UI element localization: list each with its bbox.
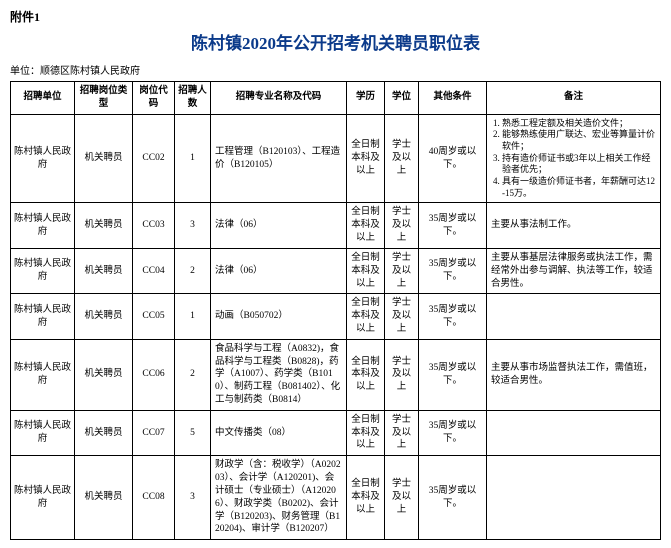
td-degree: 学士及以上 <box>385 339 419 410</box>
td-major: 动画（B050702） <box>211 294 347 339</box>
td-unit: 陈村镇人民政府 <box>11 114 75 203</box>
td-unit: 陈村镇人民政府 <box>11 339 75 410</box>
td-degree: 学士及以上 <box>385 410 419 455</box>
td-code: CC05 <box>133 294 175 339</box>
td-unit: 陈村镇人民政府 <box>11 203 75 248</box>
td-edu: 全日制本科及以上 <box>347 294 385 339</box>
page-title: 陈村镇2020年公开招考机关聘员职位表 <box>10 29 661 54</box>
td-other: 35周岁或以下。 <box>419 248 487 293</box>
th-edu: 学历 <box>347 82 385 115</box>
table-row: 陈村镇人民政府机关聘员CC075中文传播类（08）全日制本科及以上学士及以上35… <box>11 410 661 455</box>
td-count: 1 <box>175 294 211 339</box>
td-other: 35周岁或以下。 <box>419 339 487 410</box>
table-row: 陈村镇人民政府机关聘员CC051动画（B050702）全日制本科及以上学士及以上… <box>11 294 661 339</box>
td-other: 35周岁或以下。 <box>419 410 487 455</box>
td-type: 机关聘员 <box>75 339 133 410</box>
table-row: 陈村镇人民政府机关聘员CC062食品科学与工程（A0832)，食品科学与工程类（… <box>11 339 661 410</box>
table-row: 陈村镇人民政府机关聘员CC042法律（06）全日制本科及以上学士及以上35周岁或… <box>11 248 661 293</box>
remark-list: 熟悉工程定额及相关造价文件；能够熟练使用广联达、宏业等算量计价软件；持有造价师证… <box>490 118 657 200</box>
td-remark: 熟悉工程定额及相关造价文件；能够熟练使用广联达、宏业等算量计价软件；持有造价师证… <box>487 114 661 203</box>
td-count: 3 <box>175 203 211 248</box>
th-degree: 学位 <box>385 82 419 115</box>
td-remark: 主要从事市场监督执法工作，需值班，较适合男性。 <box>487 339 661 410</box>
td-degree: 学士及以上 <box>385 456 419 540</box>
table-row: 陈村镇人民政府机关聘员CC083财政学（含：税收学）（A020203）、会计学（… <box>11 456 661 540</box>
td-degree: 学士及以上 <box>385 203 419 248</box>
td-remark <box>487 294 661 339</box>
td-remark: 主要从事基层法律服务或执法工作，需经常外出参与调解、执法等工作，较适合男性。 <box>487 248 661 293</box>
td-count: 2 <box>175 339 211 410</box>
remark-item: 熟悉工程定额及相关造价文件； <box>502 118 657 130</box>
td-other: 35周岁或以下。 <box>419 294 487 339</box>
remark-item: 具有一级造价师证书者，年薪酬可达12-15万。 <box>502 176 657 199</box>
th-unit: 招聘单位 <box>11 82 75 115</box>
td-remark <box>487 456 661 540</box>
td-remark: 主要从事法制工作。 <box>487 203 661 248</box>
td-count: 1 <box>175 114 211 203</box>
unit-label: 单位：顺德区陈村镇人民政府 <box>10 62 661 77</box>
td-major: 财政学（含：税收学）（A020203）、会计学（A120201)、会计硕士（专业… <box>211 456 347 540</box>
td-major: 工程管理（B120103）、工程造价（B120105） <box>211 114 347 203</box>
td-unit: 陈村镇人民政府 <box>11 248 75 293</box>
td-degree: 学士及以上 <box>385 114 419 203</box>
positions-table: 招聘单位 招聘岗位类型 岗位代码 招聘人数 招聘专业名称及代码 学历 学位 其他… <box>10 81 661 540</box>
td-unit: 陈村镇人民政府 <box>11 456 75 540</box>
td-type: 机关聘员 <box>75 456 133 540</box>
th-remark: 备注 <box>487 82 661 115</box>
td-count: 3 <box>175 456 211 540</box>
td-edu: 全日制本科及以上 <box>347 410 385 455</box>
td-edu: 全日制本科及以上 <box>347 114 385 203</box>
td-remark <box>487 410 661 455</box>
table-row: 陈村镇人民政府机关聘员CC033法律（06）全日制本科及以上学士及以上35周岁或… <box>11 203 661 248</box>
td-code: CC02 <box>133 114 175 203</box>
td-code: CC07 <box>133 410 175 455</box>
remark-item: 持有造价师证书或3年以上相关工作经验者优先； <box>502 153 657 176</box>
td-major: 法律（06） <box>211 203 347 248</box>
td-type: 机关聘员 <box>75 410 133 455</box>
td-type: 机关聘员 <box>75 203 133 248</box>
td-major: 中文传播类（08） <box>211 410 347 455</box>
td-other: 35周岁或以下。 <box>419 456 487 540</box>
th-type: 招聘岗位类型 <box>75 82 133 115</box>
td-edu: 全日制本科及以上 <box>347 456 385 540</box>
td-degree: 学士及以上 <box>385 294 419 339</box>
td-code: CC03 <box>133 203 175 248</box>
td-type: 机关聘员 <box>75 248 133 293</box>
td-degree: 学士及以上 <box>385 248 419 293</box>
table-row: 陈村镇人民政府机关聘员CC021工程管理（B120103）、工程造价（B1201… <box>11 114 661 203</box>
td-unit: 陈村镇人民政府 <box>11 410 75 455</box>
th-count: 招聘人数 <box>175 82 211 115</box>
td-other: 35周岁或以下。 <box>419 203 487 248</box>
td-code: CC04 <box>133 248 175 293</box>
td-major: 法律（06） <box>211 248 347 293</box>
td-type: 机关聘员 <box>75 294 133 339</box>
remark-item: 能够熟练使用广联达、宏业等算量计价软件； <box>502 129 657 152</box>
td-type: 机关聘员 <box>75 114 133 203</box>
td-other: 40周岁或以下。 <box>419 114 487 203</box>
td-edu: 全日制本科及以上 <box>347 248 385 293</box>
td-count: 2 <box>175 248 211 293</box>
th-other: 其他条件 <box>419 82 487 115</box>
th-code: 岗位代码 <box>133 82 175 115</box>
td-code: CC08 <box>133 456 175 540</box>
attachment-label: 附件1 <box>10 8 661 25</box>
th-major: 招聘专业名称及代码 <box>211 82 347 115</box>
td-code: CC06 <box>133 339 175 410</box>
td-unit: 陈村镇人民政府 <box>11 294 75 339</box>
td-edu: 全日制本科及以上 <box>347 339 385 410</box>
td-count: 5 <box>175 410 211 455</box>
td-major: 食品科学与工程（A0832)，食品科学与工程类（B0828)，药学（A1007）… <box>211 339 347 410</box>
td-edu: 全日制本科及以上 <box>347 203 385 248</box>
table-header-row: 招聘单位 招聘岗位类型 岗位代码 招聘人数 招聘专业名称及代码 学历 学位 其他… <box>11 82 661 115</box>
